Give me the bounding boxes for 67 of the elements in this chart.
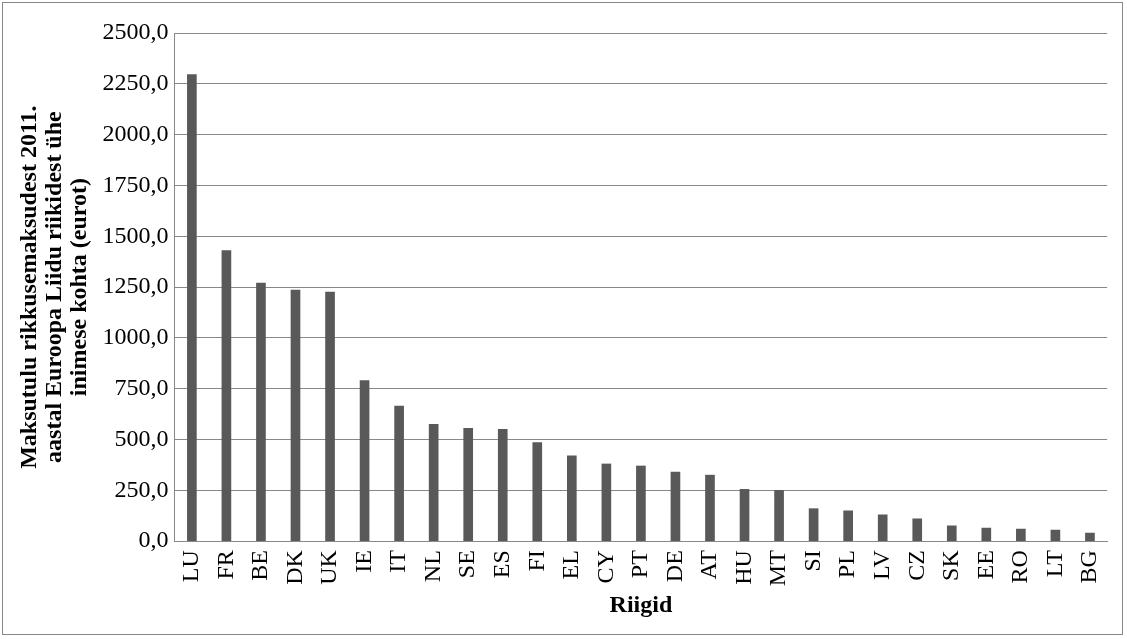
bar xyxy=(946,525,957,542)
x-tick-label: SK xyxy=(937,549,964,581)
bar xyxy=(774,490,784,542)
bar xyxy=(359,380,370,542)
y-tick-label: 2500,0 xyxy=(102,18,169,45)
x-tick-label: HU xyxy=(729,550,756,585)
y-axis-title: Maksutulu rikkusemaksudest 2011. aastal Euroopa Liidu riikidest ühe inimese kohta (eurot) xyxy=(14,105,92,469)
x-tick-label: BG xyxy=(1075,550,1102,584)
y-tick-label: 1250,0 xyxy=(102,272,169,299)
x-tick-label: FR xyxy=(211,550,238,580)
bar xyxy=(394,405,404,542)
bar xyxy=(428,423,439,542)
y-tick-label: 0,0 xyxy=(138,526,169,553)
y-tick-label: 250,0 xyxy=(114,475,169,502)
x-tick-label: RO xyxy=(1006,550,1033,584)
x-tick-label: UK xyxy=(315,549,342,585)
x-tick-label: DE xyxy=(660,550,687,583)
x-axis-title: Riigid xyxy=(609,590,673,617)
x-tick-label: FI xyxy=(522,550,549,572)
bar xyxy=(705,474,715,542)
bar xyxy=(290,289,301,542)
y-tick-label: 2250,0 xyxy=(102,69,169,96)
bar xyxy=(670,471,681,542)
x-tick-label: SI xyxy=(798,550,825,572)
bar xyxy=(532,442,543,542)
x-tick-label: IT xyxy=(384,549,411,573)
bar xyxy=(1085,532,1095,542)
y-tick-label: 1500,0 xyxy=(102,221,169,248)
x-tick-label: LU xyxy=(177,550,204,583)
x-tick-label: PL xyxy=(833,550,860,579)
y-tick-label: 1750,0 xyxy=(102,170,169,197)
y-tick-label: 750,0 xyxy=(114,374,169,401)
x-tick-label: EE xyxy=(971,550,998,580)
bar xyxy=(1050,529,1061,542)
x-tick-label: DK xyxy=(280,549,307,585)
bar xyxy=(877,514,888,542)
x-tick-label: CY xyxy=(591,550,618,584)
bar xyxy=(601,463,612,542)
bar xyxy=(808,508,819,542)
bar xyxy=(463,428,474,542)
bar xyxy=(187,74,197,542)
x-tick-label: NL xyxy=(418,550,445,583)
y-tick-label: 1000,0 xyxy=(102,323,169,350)
bar xyxy=(843,510,853,542)
bar xyxy=(739,489,750,542)
bar xyxy=(256,282,266,542)
bar xyxy=(636,465,646,542)
bar xyxy=(912,518,923,542)
x-tick-label: AT xyxy=(695,549,722,580)
bar xyxy=(566,455,577,542)
x-tick-label: ES xyxy=(488,550,515,579)
bar xyxy=(981,527,992,542)
x-tick-label: CZ xyxy=(902,550,929,581)
x-tick-label: LV xyxy=(867,549,894,580)
y-tick-label: 2000,0 xyxy=(102,119,169,146)
x-tick-label: PT xyxy=(626,549,653,579)
bar xyxy=(1016,528,1026,542)
bar xyxy=(497,429,508,542)
x-tick-label: LT xyxy=(1040,549,1067,578)
x-tick-label: SE xyxy=(453,550,480,579)
x-tick-label: IE xyxy=(349,550,376,573)
bar xyxy=(325,291,335,542)
x-tick-label: MT xyxy=(764,549,791,587)
y-tick-label: 500,0 xyxy=(114,424,169,451)
bar xyxy=(221,250,232,542)
x-tick-label: BE xyxy=(246,550,273,581)
x-tick-label: EL xyxy=(557,550,584,580)
